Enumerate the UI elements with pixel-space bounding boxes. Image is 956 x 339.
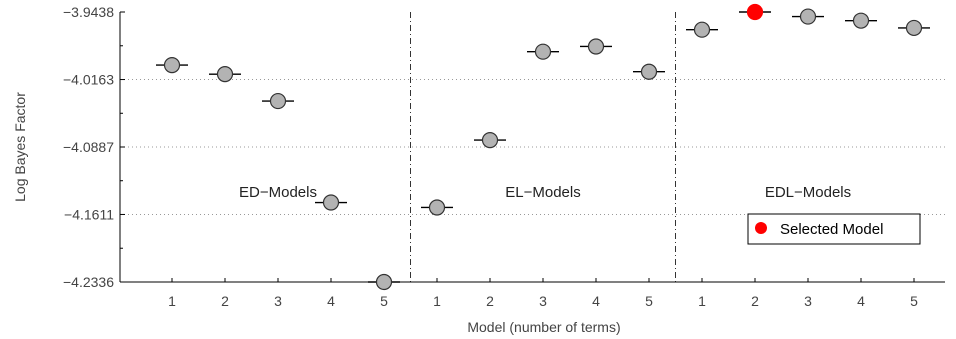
x-tick-label: 2 [486,293,494,309]
group-label: EDL−Models [765,184,851,201]
x-tick-label: 4 [592,293,600,309]
data-point [852,12,870,29]
group-labels: ED−Models EL−Models EDL−Models [239,184,851,201]
y-tick-label: −4.2336 [63,274,114,290]
group-label: ED−Models [239,184,317,201]
group-separators [410,12,676,282]
x-tick-label: 1 [698,293,706,309]
data-point [481,132,499,149]
x-tick-label: 5 [380,293,388,309]
legend: Selected Model [747,213,921,245]
x-tick-label: 1 [433,293,441,309]
y-axis-title: Log Bayes Factor [12,92,28,202]
data-point [905,19,923,37]
data-point [269,92,287,110]
data-point [587,38,605,55]
x-tick-label: 3 [804,293,812,309]
x-tick-label: 2 [221,293,229,309]
x-tick-label: 5 [645,293,653,309]
x-tick-label: 3 [274,293,282,309]
group-label: EL−Models [505,184,580,201]
axes [119,11,945,283]
y-tick-label: −4.1611 [64,206,114,222]
x-tick-label: 2 [751,293,759,309]
selected-point [746,3,764,21]
x-tick-label: 5 [910,293,918,309]
data-point [640,63,658,80]
x-axis-title: Model (number of terms) [467,319,620,335]
x-tick-label: 3 [539,293,547,309]
legend-label: Selected Model [780,221,883,238]
legend-box [747,213,921,245]
y-tick-label: −4.0163 [63,72,114,88]
y-tick-label: −3.9438 [63,4,114,20]
data-point [375,273,393,291]
data-point [163,57,181,74]
data-point [799,8,817,25]
data-point [428,199,446,216]
data-point [322,194,340,211]
tick-labels: −3.9438 −4.0163 −4.0887 −4.1611 −4.2336 1 2 3 4 5… [63,4,918,309]
data-point [216,66,234,83]
x-tick-label: 1 [168,293,176,309]
legend-marker [755,222,767,234]
x-tick-label: 4 [857,293,865,309]
grid-lines [120,79,945,283]
data-point [693,21,711,38]
x-tick-label: 4 [327,293,335,309]
data-points [156,3,930,291]
y-tick-label: −4.0887 [63,139,114,155]
data-point [534,43,552,60]
